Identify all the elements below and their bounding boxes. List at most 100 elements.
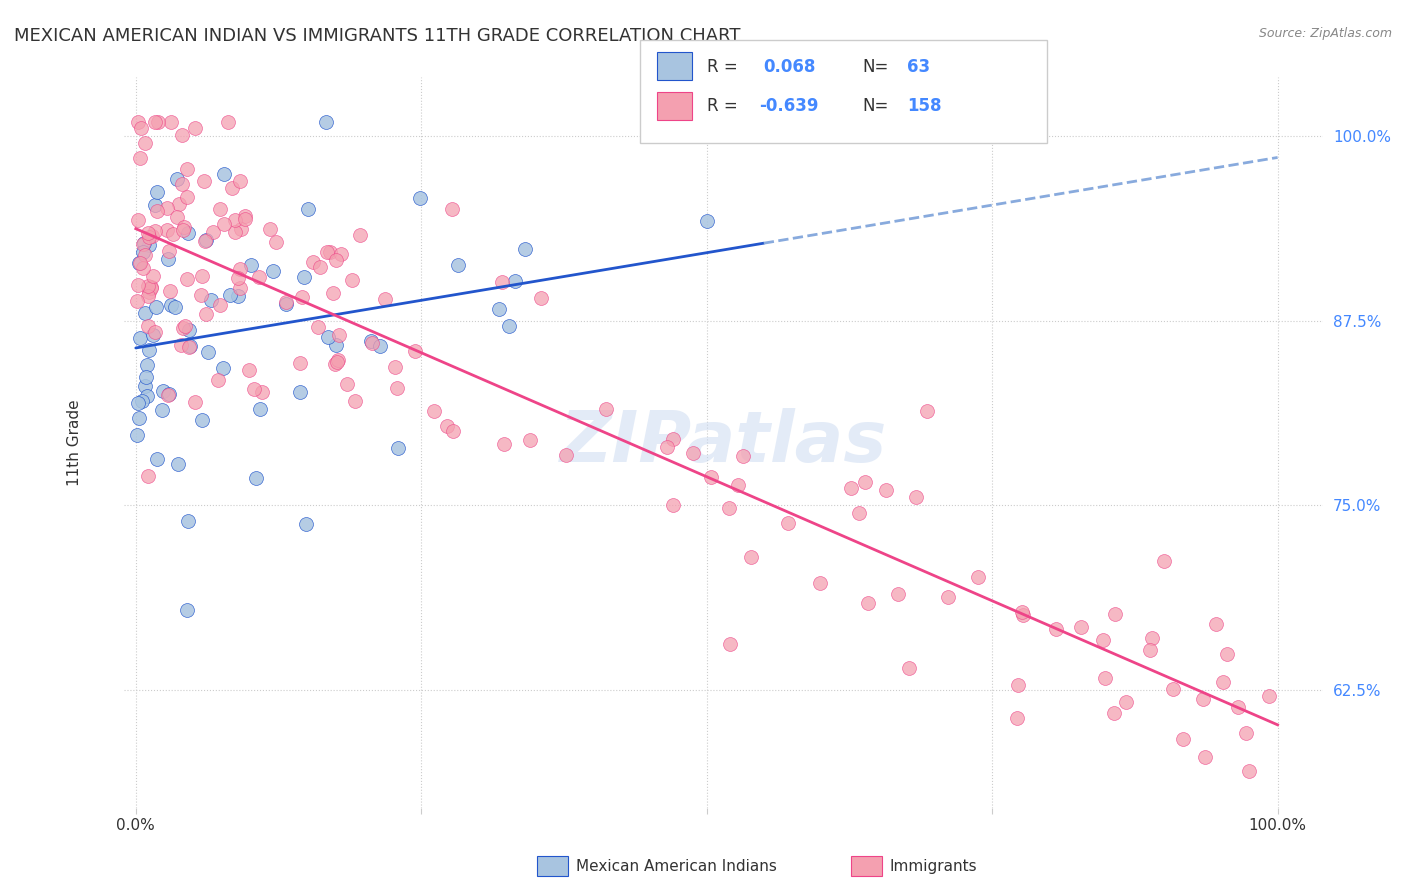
Point xyxy=(195,233,218,247)
Point xyxy=(177,514,200,528)
Point xyxy=(1007,710,1029,724)
Point xyxy=(160,114,183,128)
Point xyxy=(374,292,396,306)
Point xyxy=(179,339,201,353)
Point xyxy=(156,388,179,402)
Point xyxy=(436,418,458,433)
Point xyxy=(135,370,157,384)
Point xyxy=(176,603,198,617)
Point xyxy=(179,323,201,337)
Point xyxy=(1139,643,1161,657)
Point xyxy=(318,244,340,259)
Point xyxy=(142,328,165,343)
Point xyxy=(875,483,897,497)
Point xyxy=(129,255,152,269)
Point xyxy=(718,501,741,516)
Point xyxy=(731,449,754,463)
Point xyxy=(224,225,246,239)
Point xyxy=(682,446,704,460)
Point xyxy=(136,359,159,373)
Point xyxy=(221,180,243,194)
Point xyxy=(308,260,330,275)
Point xyxy=(239,258,262,272)
Point xyxy=(361,336,384,351)
Point xyxy=(1140,631,1163,645)
Point xyxy=(212,361,235,376)
Point xyxy=(138,230,160,244)
Point xyxy=(131,260,153,275)
Point xyxy=(193,173,215,187)
Point xyxy=(1173,732,1195,747)
Point xyxy=(808,575,831,590)
Point xyxy=(134,306,156,320)
Point xyxy=(134,379,156,393)
Point xyxy=(297,202,319,216)
Text: R =: R = xyxy=(707,58,738,76)
Point xyxy=(325,357,347,371)
Point xyxy=(125,294,148,309)
Point xyxy=(966,570,988,584)
Point xyxy=(238,363,260,377)
Point xyxy=(134,136,156,150)
Point xyxy=(368,339,391,353)
Point xyxy=(336,377,359,392)
Point xyxy=(1237,764,1260,779)
Point xyxy=(172,223,194,237)
Point xyxy=(231,221,253,235)
Point xyxy=(138,226,160,240)
Point xyxy=(249,402,271,417)
Point xyxy=(176,161,198,176)
Point xyxy=(202,225,225,239)
Point xyxy=(696,214,718,228)
Point xyxy=(134,236,156,251)
Point xyxy=(217,114,239,128)
Point xyxy=(129,151,152,165)
Point xyxy=(172,321,194,335)
Text: N=: N= xyxy=(862,58,889,76)
Point xyxy=(179,340,201,354)
Point xyxy=(498,319,520,334)
Point xyxy=(291,289,314,303)
Point xyxy=(128,256,150,270)
Point xyxy=(262,264,284,278)
Point xyxy=(404,343,426,358)
Point xyxy=(208,202,231,216)
Point xyxy=(194,306,217,320)
Point xyxy=(176,190,198,204)
Point xyxy=(127,278,149,293)
Point xyxy=(132,236,155,251)
Point xyxy=(905,490,928,504)
Point xyxy=(491,276,513,290)
Point xyxy=(384,359,406,374)
Point xyxy=(226,289,249,303)
Text: MEXICAN AMERICAN INDIAN VS IMMIGRANTS 11TH GRADE CORRELATION CHART: MEXICAN AMERICAN INDIAN VS IMMIGRANTS 11… xyxy=(14,27,741,45)
Point xyxy=(150,403,173,417)
Point xyxy=(325,252,347,267)
Point xyxy=(163,301,186,315)
Point xyxy=(1212,675,1234,690)
Point xyxy=(127,212,149,227)
Point xyxy=(661,432,683,446)
Point xyxy=(662,498,685,512)
Text: N=: N= xyxy=(862,97,889,115)
Point xyxy=(555,448,578,462)
Point xyxy=(1070,620,1092,634)
Point xyxy=(595,402,617,417)
Point xyxy=(229,174,252,188)
Text: Mexican American Indians: Mexican American Indians xyxy=(576,859,778,873)
Point xyxy=(190,288,212,302)
Point xyxy=(718,637,741,651)
Point xyxy=(145,198,167,212)
Point xyxy=(858,596,880,610)
Point xyxy=(197,345,219,359)
Point xyxy=(174,318,197,333)
Point xyxy=(727,478,749,492)
Point xyxy=(315,114,337,128)
Point xyxy=(307,319,329,334)
Point xyxy=(245,471,267,485)
Point xyxy=(1011,605,1033,619)
Text: 100.0%: 100.0% xyxy=(1249,818,1306,833)
Point xyxy=(139,280,162,294)
Point xyxy=(1194,750,1216,764)
Point xyxy=(274,295,297,310)
